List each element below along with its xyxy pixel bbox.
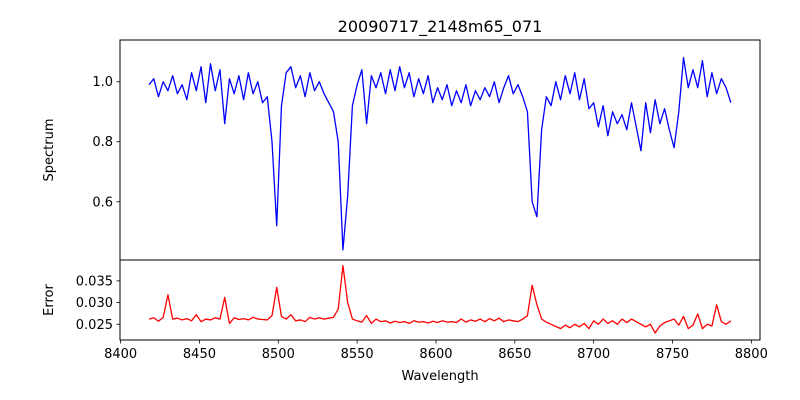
spectrum-y-tick-label: 0.8 [92,135,113,150]
x-axis-label: Wavelength [401,369,478,384]
chart-title: 20090717_2148m65_071 [338,17,543,37]
x-tick-label: 8400 [104,347,137,362]
spectrum-y-tick-label: 1.0 [92,75,113,90]
x-tick-label: 8750 [656,347,689,362]
spectrum-panel: 0.6 0.8 1.0 [92,39,761,261]
error-panel: 0.025 0.030 0.035 8400 8450 8500 8550 8600 8650 8… [76,259,768,362]
x-tick-label: 8800 [735,347,768,362]
error-series-line [148,264,732,334]
y-axis-label-spectrum: Spectrum [42,119,57,182]
x-tick-label: 8550 [341,347,374,362]
y-axis-label-error: Error [42,284,57,316]
x-tick-label: 8700 [577,347,610,362]
spectrum-y-tick-label: 0.6 [92,195,113,210]
spectrum-series-line [148,57,732,251]
x-tick-label: 8500 [262,347,295,362]
error-y-tick-label: 0.035 [76,274,113,289]
error-axes-frame [119,259,761,341]
spectrum-axes-frame [119,39,761,261]
x-tick-label: 8450 [183,347,216,362]
x-tick-label: 8650 [498,347,531,362]
error-y-tick-label: 0.030 [76,296,113,311]
x-tick-label: 8600 [419,347,452,362]
error-y-tick-label: 0.025 [76,318,113,333]
